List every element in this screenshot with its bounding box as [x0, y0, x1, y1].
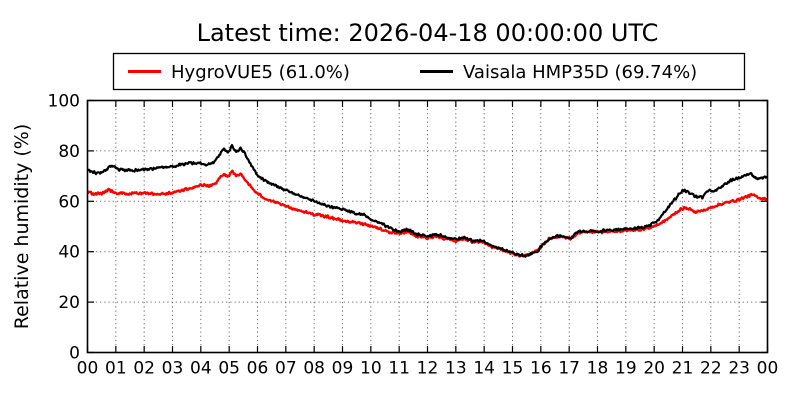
y-axis-tick-label: 40 — [58, 243, 80, 263]
x-axis-tick-label: 19 — [615, 359, 637, 379]
x-axis-tick-label: 14 — [473, 359, 495, 379]
series-line-vaisala-hmp35d — [87, 143, 768, 258]
y-axis-tick-label: 0 — [69, 344, 80, 364]
x-axis-tick-label: 16 — [530, 359, 552, 379]
x-axis-tick-label: 02 — [133, 359, 155, 379]
x-axis-tick-label: 10 — [360, 359, 382, 379]
chart-title: Latest time: 2026-04-18 00:00:00 UTC — [197, 19, 659, 47]
x-axis-tick-label: 15 — [502, 359, 524, 379]
y-axis-tick-label: 20 — [58, 293, 80, 313]
x-axis-tick-label: 22 — [700, 359, 722, 379]
legend: HygroVUE5 (61.0%) Vaisala HMP35D (69.74%… — [112, 52, 746, 91]
x-axis-tick-label: 06 — [247, 359, 269, 379]
plot-area: 00 01 02 03 04 05 06 07 08 09 10 11 12 13 14 15 16 17 18 19… — [48, 92, 779, 379]
x-axis-tick-label: 07 — [275, 359, 297, 379]
x-axis-tick-label: 00 — [757, 359, 779, 379]
x-axis-tick-label: 23 — [728, 359, 750, 379]
x-axis-tick-label: 20 — [643, 359, 665, 379]
x-axis-tick-label: 21 — [672, 359, 694, 379]
x-axis-tick-label: 04 — [190, 359, 212, 379]
x-axis-tick-label: 13 — [445, 359, 467, 379]
x-axis-tick-label: 01 — [105, 359, 127, 379]
x-axis-tick-label: 00 — [77, 359, 99, 379]
x-axis-tick-label: 08 — [303, 359, 325, 379]
y-axis-tick-label: 100 — [48, 92, 80, 112]
y-axis-tick-label: 80 — [58, 142, 80, 162]
x-axis-tick-label: 12 — [417, 359, 439, 379]
plot-frame — [86, 99, 769, 354]
y-axis-tick-label: 60 — [58, 192, 80, 212]
series-line-hygrovue5 — [87, 169, 768, 258]
x-axis-tick-label: 17 — [558, 359, 580, 379]
x-axis-tick-label: 18 — [587, 359, 609, 379]
x-axis-tick-label: 05 — [218, 359, 240, 379]
x-axis-tick-label: 09 — [332, 359, 354, 379]
y-axis-label: Relative humidity (%) — [11, 124, 33, 329]
legend-label-hygrovue5: HygroVUE5 (61.0%) — [171, 62, 350, 83]
legend-label-vaisala: Vaisala HMP35D (69.74%) — [463, 62, 697, 83]
x-axis-tick-label: 03 — [162, 359, 184, 379]
x-axis-tick-label: 11 — [388, 359, 410, 379]
